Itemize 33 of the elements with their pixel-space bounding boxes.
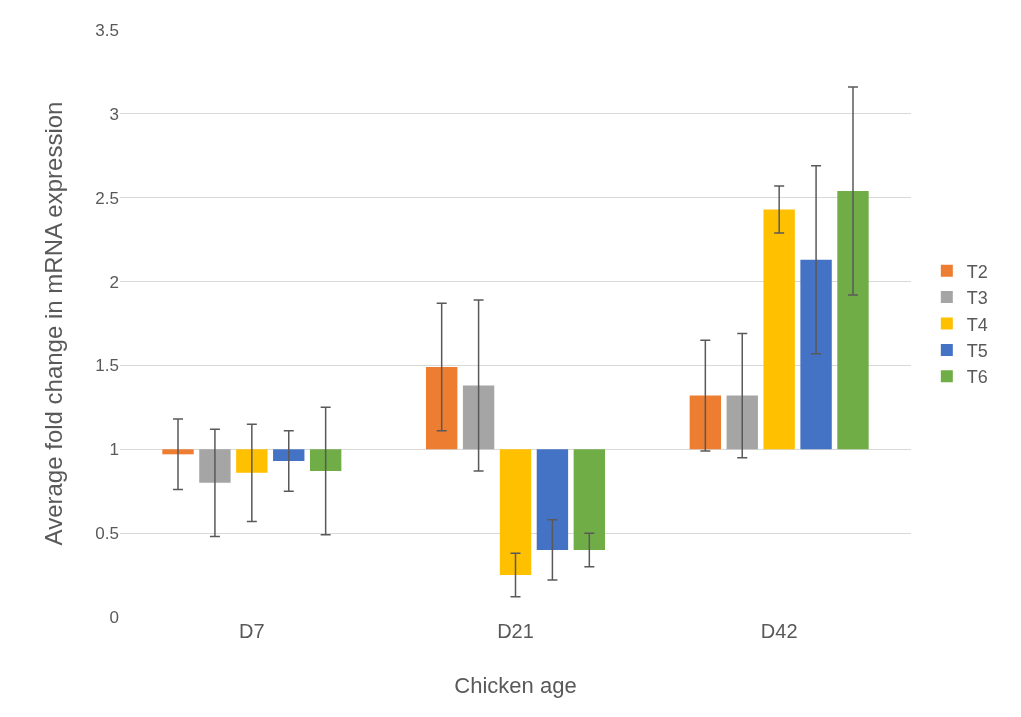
x-axis-title: Chicken age <box>454 673 577 698</box>
y-tick-label: 0.5 <box>95 524 119 544</box>
bar <box>462 385 495 450</box>
bar <box>199 449 231 483</box>
x-tick-label: D21 <box>497 620 534 642</box>
y-tick-label: 3 <box>109 104 119 124</box>
bar <box>837 191 869 450</box>
y-tick-label: 2.5 <box>95 188 119 208</box>
bar <box>273 449 305 462</box>
y-tick-label: 2 <box>109 272 119 292</box>
y-axis-title: Average fold change in mRNA expression <box>40 101 67 546</box>
bar <box>726 395 758 450</box>
bar <box>536 449 569 550</box>
bar <box>573 449 606 550</box>
bar <box>499 449 532 576</box>
bar <box>800 259 832 450</box>
y-tick-label: 3.5 <box>95 20 119 40</box>
bar <box>689 395 722 450</box>
legend-label: T3 <box>966 288 988 309</box>
legend-label: T2 <box>966 261 988 282</box>
y-tick-label: 1.5 <box>95 356 119 376</box>
legend-label: T4 <box>966 314 988 335</box>
bar <box>309 449 342 472</box>
bar <box>425 367 458 450</box>
legend-label: T6 <box>966 367 988 388</box>
x-tick-label: D42 <box>760 620 798 642</box>
legend-label: T5 <box>966 340 988 361</box>
bar <box>763 209 795 450</box>
x-tick-label: D7 <box>239 620 265 642</box>
bar <box>236 449 268 473</box>
bar <box>162 449 194 455</box>
y-tick-label: 0 <box>109 607 119 627</box>
y-tick-label: 1 <box>109 440 119 460</box>
